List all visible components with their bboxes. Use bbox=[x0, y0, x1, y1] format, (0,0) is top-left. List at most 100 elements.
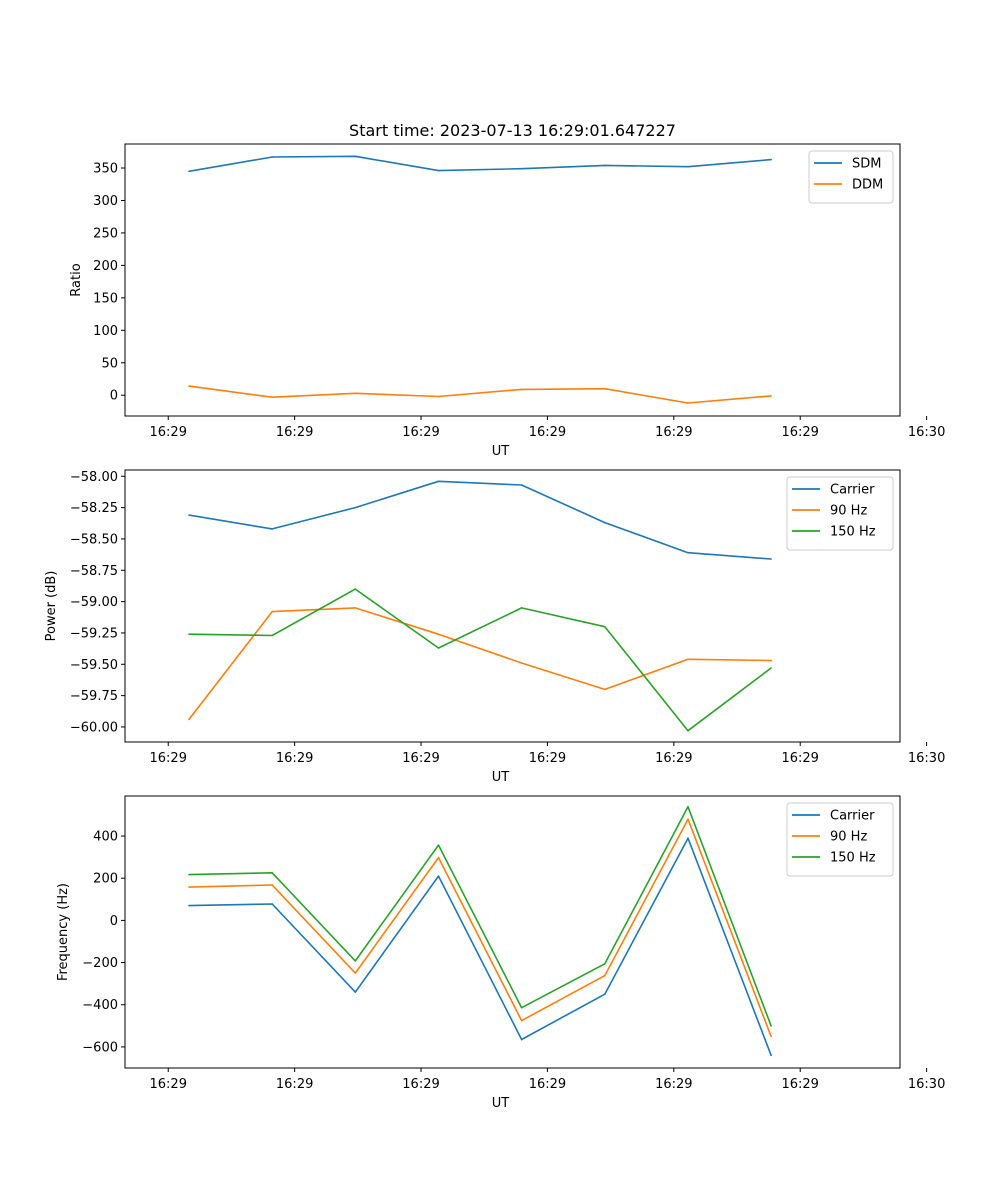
series-line-carrier bbox=[188, 480, 772, 560]
y-axis-label: Power (dB) bbox=[44, 571, 59, 642]
x-tick-label: 16:29 bbox=[781, 1077, 818, 1092]
data-point bbox=[604, 625, 606, 628]
y-tick-label: −400 bbox=[82, 998, 118, 1013]
x-axis-label: UT bbox=[492, 1096, 510, 1111]
y-tick-label: 0 bbox=[110, 914, 118, 929]
y-tick-label: 250 bbox=[93, 226, 118, 241]
data-point bbox=[520, 662, 523, 664]
axes-frame bbox=[124, 795, 901, 1069]
data-point bbox=[354, 155, 357, 158]
data-point bbox=[604, 164, 606, 167]
data-point bbox=[271, 871, 273, 874]
y-tick-label: 300 bbox=[93, 194, 118, 209]
legend-entry: DDM bbox=[852, 178, 883, 193]
y-tick-label: −200 bbox=[82, 956, 118, 971]
y-tick-label: −60.00 bbox=[70, 720, 118, 735]
data-point bbox=[188, 385, 190, 387]
data-point bbox=[520, 1038, 523, 1041]
data-point bbox=[271, 903, 273, 905]
x-tick-label: 16:29 bbox=[276, 425, 313, 440]
axes-frame bbox=[124, 469, 901, 743]
legend-entry: SDM bbox=[852, 157, 881, 172]
data-point bbox=[437, 844, 440, 846]
x-tick-label: 16:29 bbox=[529, 751, 566, 766]
data-point bbox=[520, 388, 523, 391]
data-point bbox=[437, 169, 440, 172]
chart-3: 16:29 16:29 16:29 16:29 16:29 16:29 16:30 −600 −… bbox=[56, 795, 945, 1111]
data-point bbox=[520, 1019, 523, 1022]
data-point bbox=[687, 658, 689, 661]
x-tick-label: 16:29 bbox=[529, 425, 566, 440]
legend-entry: Carrier bbox=[830, 483, 875, 498]
y-tick-label: −59.75 bbox=[70, 689, 118, 704]
series-line-90-hz bbox=[188, 818, 772, 1037]
chart-2: 16:29 16:29 16:29 16:29 16:29 16:29 16:30 −60.0… bbox=[44, 469, 945, 785]
data-point bbox=[188, 886, 190, 888]
y-tick-label: −58.00 bbox=[70, 470, 118, 485]
data-point bbox=[354, 991, 357, 993]
y-tick-label: 350 bbox=[93, 162, 118, 177]
data-point bbox=[188, 514, 190, 516]
series-line-ddm bbox=[188, 385, 772, 404]
x-tick-label: 16:30 bbox=[908, 751, 945, 766]
data-point bbox=[437, 633, 440, 636]
data-point bbox=[188, 170, 190, 173]
data-point bbox=[687, 165, 689, 168]
data-point bbox=[437, 480, 440, 483]
data-point bbox=[271, 634, 273, 637]
x-tick-label: 16:29 bbox=[402, 1077, 439, 1092]
data-point bbox=[770, 667, 772, 669]
y-tick-label: 100 bbox=[93, 324, 118, 339]
data-point bbox=[188, 718, 190, 721]
x-tick-label: 16:29 bbox=[150, 751, 187, 766]
data-point bbox=[271, 610, 273, 613]
series-line-sdm bbox=[188, 155, 772, 173]
x-axis-label: UT bbox=[492, 444, 510, 459]
data-point bbox=[770, 1025, 772, 1027]
axes-frame bbox=[124, 143, 901, 417]
x-tick-label: 16:29 bbox=[402, 425, 439, 440]
data-point bbox=[604, 974, 606, 977]
y-tick-label: −59.00 bbox=[70, 595, 118, 610]
y-tick-label: −58.25 bbox=[70, 501, 118, 516]
data-point bbox=[271, 528, 273, 530]
chart-1: Start time: 2023-07-13 16:29:01.647227 16… bbox=[69, 121, 945, 459]
x-axis-label: UT bbox=[492, 770, 510, 785]
x-tick-label: 16:29 bbox=[655, 751, 692, 766]
data-point bbox=[437, 647, 440, 649]
data-point bbox=[271, 884, 273, 886]
y-tick-label: −58.75 bbox=[70, 564, 118, 579]
y-tick-label: −59.50 bbox=[70, 658, 118, 673]
y-tick-label: 400 bbox=[93, 830, 118, 845]
legend: Carrier 90 Hz 150 Hz bbox=[786, 476, 894, 551]
series-line-90-hz bbox=[188, 607, 772, 720]
data-point bbox=[604, 521, 606, 524]
data-point bbox=[354, 960, 357, 962]
y-tick-label: 150 bbox=[93, 291, 118, 306]
data-point bbox=[770, 1054, 772, 1057]
x-tick-label: 16:29 bbox=[276, 1077, 313, 1092]
x-tick-label: 16:29 bbox=[781, 751, 818, 766]
series-line-150-hz bbox=[188, 805, 772, 1027]
y-tick-label: 0 bbox=[110, 389, 118, 404]
data-point bbox=[687, 551, 689, 554]
legend-entry: Carrier bbox=[830, 809, 875, 824]
legend-box bbox=[808, 150, 894, 204]
data-point bbox=[437, 395, 440, 398]
data-point bbox=[188, 873, 190, 876]
data-point bbox=[770, 558, 772, 560]
x-tick-label: 16:29 bbox=[655, 1077, 692, 1092]
y-tick-label: −58.50 bbox=[70, 532, 118, 547]
x-tick-label: 16:29 bbox=[402, 751, 439, 766]
y-tick-label: 200 bbox=[93, 259, 118, 274]
x-tick-label: 16:30 bbox=[908, 425, 945, 440]
data-point bbox=[520, 607, 523, 609]
data-point bbox=[271, 156, 273, 158]
data-point bbox=[687, 818, 689, 820]
data-point bbox=[687, 402, 689, 404]
legend-entry: 150 Hz bbox=[830, 851, 876, 866]
data-point bbox=[188, 633, 190, 636]
data-point bbox=[770, 659, 772, 662]
data-point bbox=[604, 387, 606, 390]
